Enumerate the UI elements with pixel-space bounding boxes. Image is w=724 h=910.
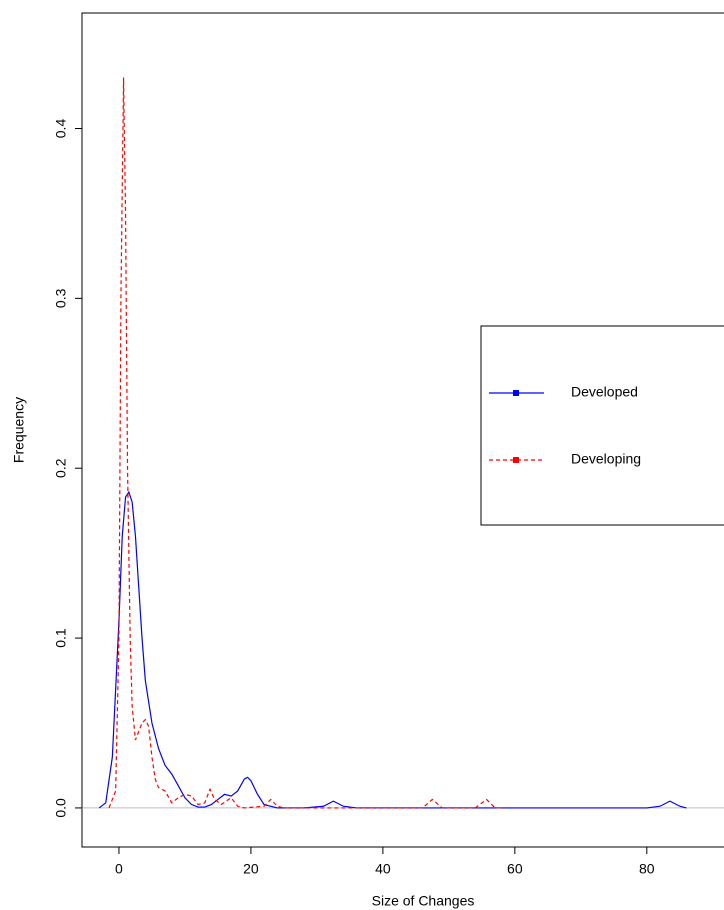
- x-tick-label: 20: [243, 861, 259, 877]
- x-tick-label: 80: [639, 861, 655, 877]
- x-tick-label: 60: [507, 861, 523, 877]
- legend-marker: [513, 390, 519, 396]
- x-axis-label: Size of Changes: [372, 893, 475, 909]
- y-tick-label: 0.2: [53, 458, 69, 478]
- y-tick-label: 0.4: [53, 119, 69, 139]
- legend-label: Developed: [571, 384, 638, 400]
- legend-marker: [513, 457, 519, 463]
- density-line: [98, 490, 687, 809]
- y-tick-label: 0.3: [53, 288, 69, 308]
- legend-box: [480, 325, 724, 526]
- legend-label: Developing: [571, 451, 641, 467]
- y-axis-label: Frequency: [11, 397, 27, 463]
- y-tick-label: 0.1: [53, 628, 69, 648]
- density-line: [108, 77, 502, 809]
- x-tick-label: 40: [375, 861, 391, 877]
- y-tick-label: 0.0: [53, 798, 69, 818]
- x-tick-label: 0: [115, 861, 123, 877]
